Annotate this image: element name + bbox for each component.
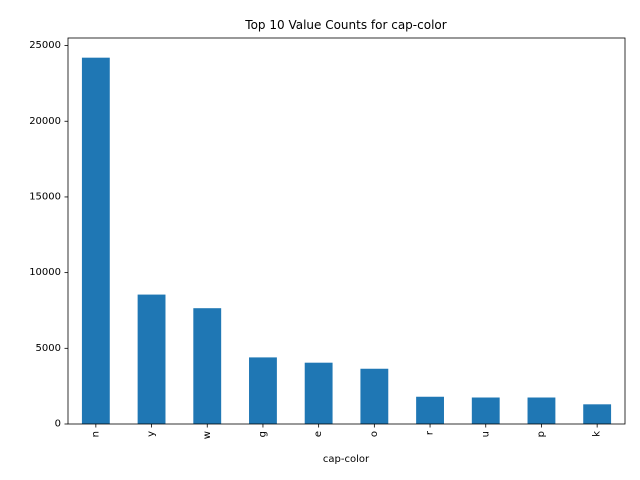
x-tick-label-n: n	[90, 431, 101, 437]
y-tick-label-20000: 20000	[29, 116, 61, 127]
chart-title: Top 10 Value Counts for cap-color	[244, 18, 446, 32]
y-tick-label-25000: 25000	[29, 40, 61, 51]
x-tick-label-u: u	[480, 431, 491, 437]
bar-w	[193, 308, 222, 424]
bar-g	[249, 357, 277, 424]
plot-frame	[67, 37, 626, 425]
x-tick-label-w: w	[202, 431, 213, 439]
bar-y	[137, 294, 166, 424]
bar-k	[583, 404, 612, 424]
x-tick-label-k: k	[592, 431, 603, 437]
y-tick-label-15000: 15000	[29, 191, 61, 202]
bar-o	[360, 368, 389, 424]
x-tick-label-p: p	[536, 431, 547, 437]
x-tick-label-r: r	[425, 430, 436, 435]
bar-u	[471, 397, 500, 424]
bar-n	[81, 57, 110, 425]
y-tick-label-5000: 5000	[36, 343, 61, 354]
x-axis-label: cap-color	[323, 454, 370, 465]
x-tick-label-y: y	[146, 431, 157, 437]
bar-p	[527, 397, 556, 424]
y-tick-label-10000: 10000	[29, 267, 61, 278]
bars-group	[81, 57, 612, 425]
x-tick-label-e: e	[313, 431, 324, 437]
x-tick-label-g: g	[257, 431, 268, 437]
x-tick-label-o: o	[369, 431, 380, 437]
y-axis: 0 5000 10000 15000 20000 25000	[29, 40, 68, 430]
y-tick-label-0: 0	[55, 419, 61, 430]
bar-r	[416, 396, 444, 424]
bar-e	[304, 362, 333, 424]
